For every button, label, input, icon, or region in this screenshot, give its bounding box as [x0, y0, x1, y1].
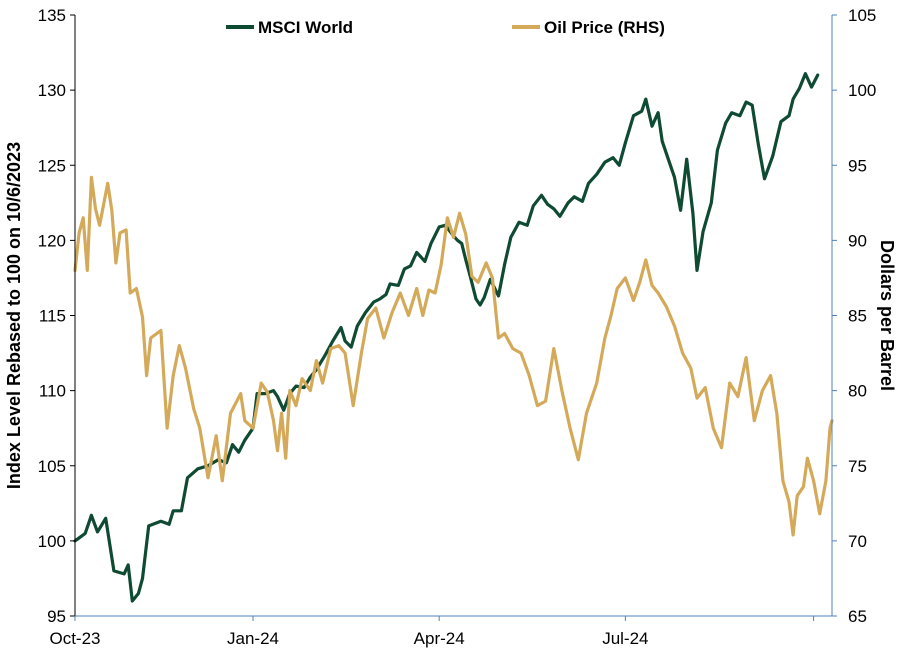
msci-world-line — [73, 71, 820, 603]
right-axis-title: Dollars per Barrel — [877, 240, 897, 391]
x-tick-label: Oct-23 — [49, 629, 100, 648]
right-tick-label: 75 — [848, 457, 867, 476]
right-tick-label: 90 — [848, 231, 867, 250]
left-tick-label: 95 — [47, 607, 66, 626]
left-tick-label: 100 — [38, 532, 66, 551]
x-tick-label: Apr-24 — [414, 629, 465, 648]
right-tick-label: 70 — [848, 532, 867, 551]
legend-label-oil-price: Oil Price (RHS) — [544, 18, 665, 37]
left-tick-label: 115 — [39, 307, 66, 326]
left-tick-label: 135 — [38, 6, 66, 25]
left-tick-label: 120 — [38, 231, 66, 250]
x-tick-label: Jul-24 — [602, 629, 648, 648]
x-tick-label: Jan-24 — [227, 629, 279, 648]
left-tick-label: 110 — [39, 382, 66, 401]
legend-label-msci-world: MSCI World — [258, 18, 353, 37]
left-tick-label: 125 — [38, 156, 66, 175]
right-tick-label: 65 — [848, 607, 867, 626]
right-tick-label: 95 — [848, 156, 867, 175]
right-tick-label: 80 — [848, 382, 867, 401]
right-tick-label: 105 — [848, 6, 876, 25]
right-tick-label: 100 — [848, 81, 876, 100]
axes: 95 100 105 110 115 120 125 130 135 65 70 75 80 85 90 95… — [38, 6, 877, 648]
plot-area — [73, 71, 834, 603]
left-tick-label: 105 — [38, 457, 66, 476]
left-axis-title: Index Level Rebased to 100 on 10/6/2023 — [4, 142, 24, 489]
left-tick-label: 130 — [38, 81, 66, 100]
oil-price-line — [73, 175, 834, 537]
legend: MSCI World Oil Price (RHS) — [226, 18, 665, 37]
right-tick-label: 85 — [848, 307, 867, 326]
